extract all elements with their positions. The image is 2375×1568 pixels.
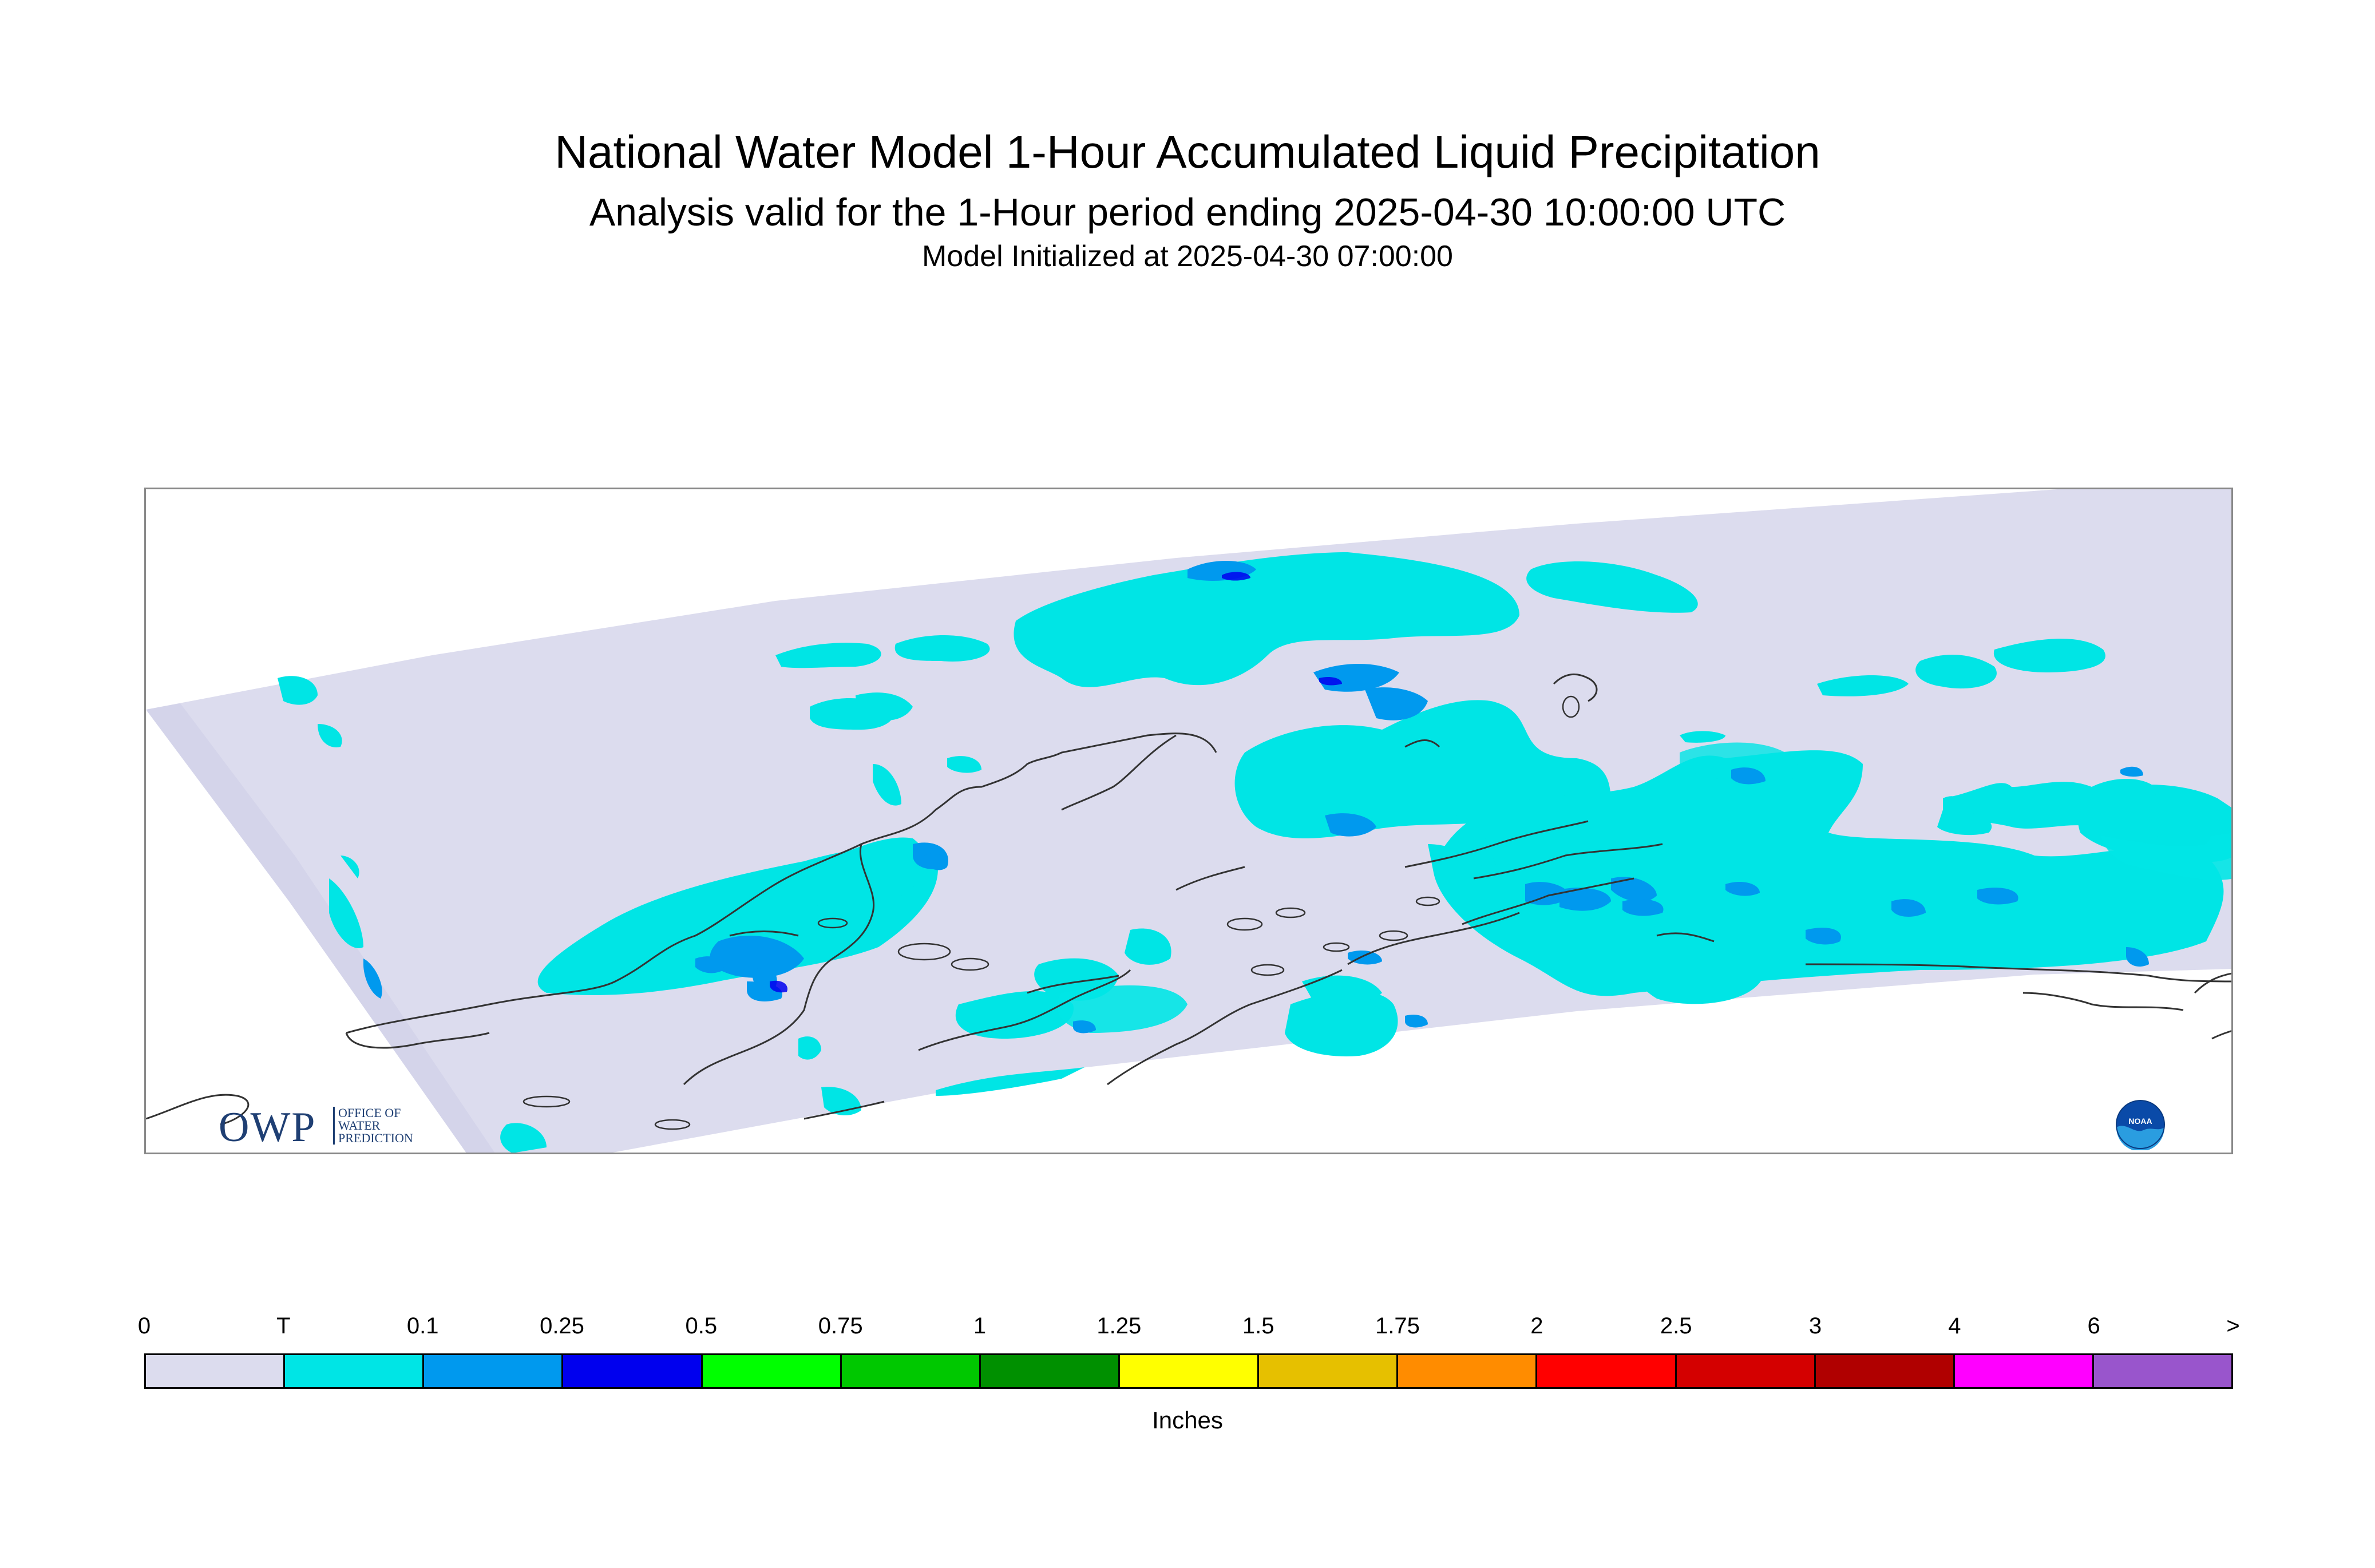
legend-swatch — [841, 1355, 981, 1387]
legend-tick-label: 2 — [1530, 1313, 1543, 1339]
model-init-line: Model Initialized at 2025-04-30 07:00:00 — [922, 240, 1453, 273]
legend-tick-label: 1 — [973, 1313, 987, 1339]
legend-tick-label: 0.25 — [540, 1313, 584, 1339]
legend-tick-label: 0 — [137, 1313, 151, 1339]
islands — [522, 695, 1580, 1130]
legend-tick-label: T — [276, 1313, 291, 1339]
domain-edge-shade — [146, 703, 495, 1153]
owp-logo-subtext: OFFICE OF WATER PREDICTION — [333, 1107, 413, 1145]
legend-swatch — [1815, 1355, 1955, 1387]
legend-swatch — [146, 1355, 286, 1387]
legend-swatch — [1954, 1355, 2094, 1387]
legend-tick-label: 0.1 — [406, 1313, 439, 1339]
legend-swatch — [1119, 1355, 1260, 1387]
legend-swatch — [563, 1355, 703, 1387]
owp-logo-line: WATER — [338, 1118, 381, 1133]
coastlines — [146, 673, 2231, 1126]
legend-swatch — [1398, 1355, 1538, 1387]
legend-swatch — [702, 1355, 842, 1387]
owp-logo-letters: OWP — [219, 1104, 316, 1151]
legend-tick-label: 0.5 — [685, 1313, 718, 1339]
legend-tick-label: 3 — [1808, 1313, 1822, 1339]
map-subtitle: Analysis valid for the 1-Hour period end… — [589, 191, 1786, 234]
trace-precip-areas — [278, 552, 2231, 1153]
legend-swatch — [285, 1355, 425, 1387]
heavy-precip-areas — [770, 572, 1342, 993]
map-panel — [144, 488, 2233, 1154]
legend-swatch — [1676, 1355, 1816, 1387]
map-title: National Water Model 1-Hour Accumulated … — [555, 126, 1820, 177]
legend-units: Inches — [1152, 1407, 1223, 1434]
legend-tick-label: 1.75 — [1375, 1313, 1420, 1339]
legend-tick-label: 1.5 — [1242, 1313, 1274, 1339]
noaa-logo-text: NOAA — [2128, 1116, 2152, 1126]
legend-swatch — [980, 1355, 1120, 1387]
legend-tick-label: 1.25 — [1097, 1313, 1142, 1339]
legend-swatch — [1537, 1355, 1677, 1387]
legend-swatch — [2093, 1355, 2232, 1387]
legend-tick-labels: 0 T 0.1 0.25 0.5 0.75 1 1.25 1.5 1.75 2 2.5 3 4 6 > — [0, 1313, 2375, 1348]
legend-tick-label: 2.5 — [1660, 1313, 1692, 1339]
precipitation-map — [146, 489, 2231, 1153]
noaa-emblem-icon: NOAA — [2116, 1100, 2165, 1151]
owp-logo-line: PREDICTION — [338, 1131, 413, 1145]
noaa-logo: NOAA — [2115, 1099, 2166, 1153]
legend-tick-label: 6 — [2087, 1313, 2100, 1339]
owp-logo-line: OFFICE OF — [338, 1106, 401, 1120]
legend-swatch — [1259, 1355, 1399, 1387]
legend-tick-label: 0.75 — [818, 1313, 863, 1339]
legend-tick-label: 4 — [1948, 1313, 1961, 1339]
legend-swatch — [424, 1355, 564, 1387]
legend-colorbar — [144, 1353, 2233, 1389]
legend-tick-label: > — [2226, 1313, 2240, 1339]
